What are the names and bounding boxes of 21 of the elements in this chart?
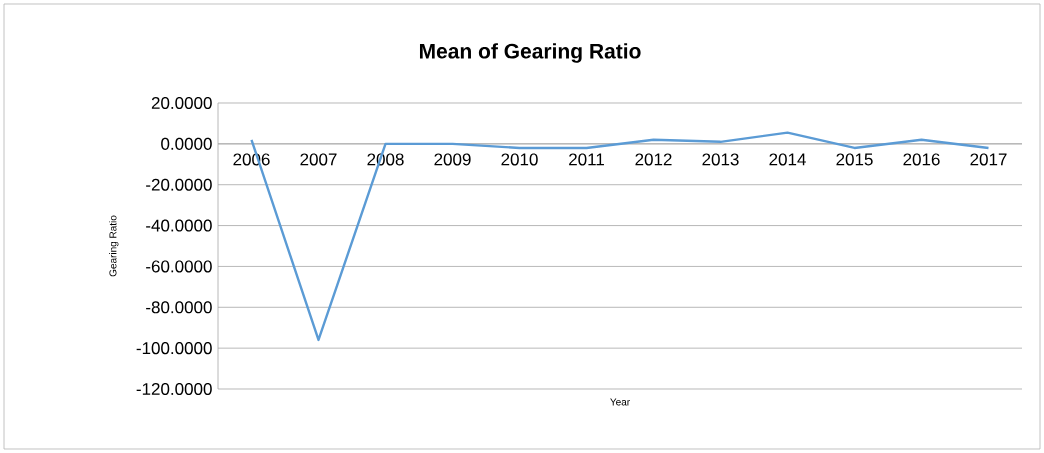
- x-tick-label: 2007: [300, 153, 337, 166]
- x-tick-label: 2012: [635, 153, 672, 166]
- y-tick-label: -20.0000: [146, 178, 212, 191]
- chart-title: Mean of Gearing Ratio: [419, 43, 641, 63]
- x-tick-label: 2014: [769, 153, 806, 166]
- x-tick-label: 2010: [501, 153, 538, 166]
- x-tick-label: 2011: [569, 153, 604, 166]
- x-tick-label: 2009: [434, 153, 471, 166]
- y-tick-label: 20.0000: [151, 96, 212, 110]
- y-tick-label: -60.0000: [146, 260, 212, 273]
- x-tick-label: 2016: [903, 153, 940, 166]
- y-tick-label: -40.0000: [146, 219, 212, 232]
- x-tick-label: 2015: [836, 153, 873, 166]
- x-tick-label: 2017: [970, 153, 1007, 166]
- y-axis-title: Gearing Ratio: [109, 215, 119, 277]
- y-tick-label: -100.0000: [136, 342, 212, 355]
- x-tick-label: 2013: [702, 153, 739, 166]
- x-axis-title: Year: [610, 398, 630, 406]
- y-tick-label: -120.0000: [136, 382, 212, 396]
- y-tick-label: 0.0000: [161, 137, 212, 150]
- y-tick-label: -80.0000: [146, 301, 212, 314]
